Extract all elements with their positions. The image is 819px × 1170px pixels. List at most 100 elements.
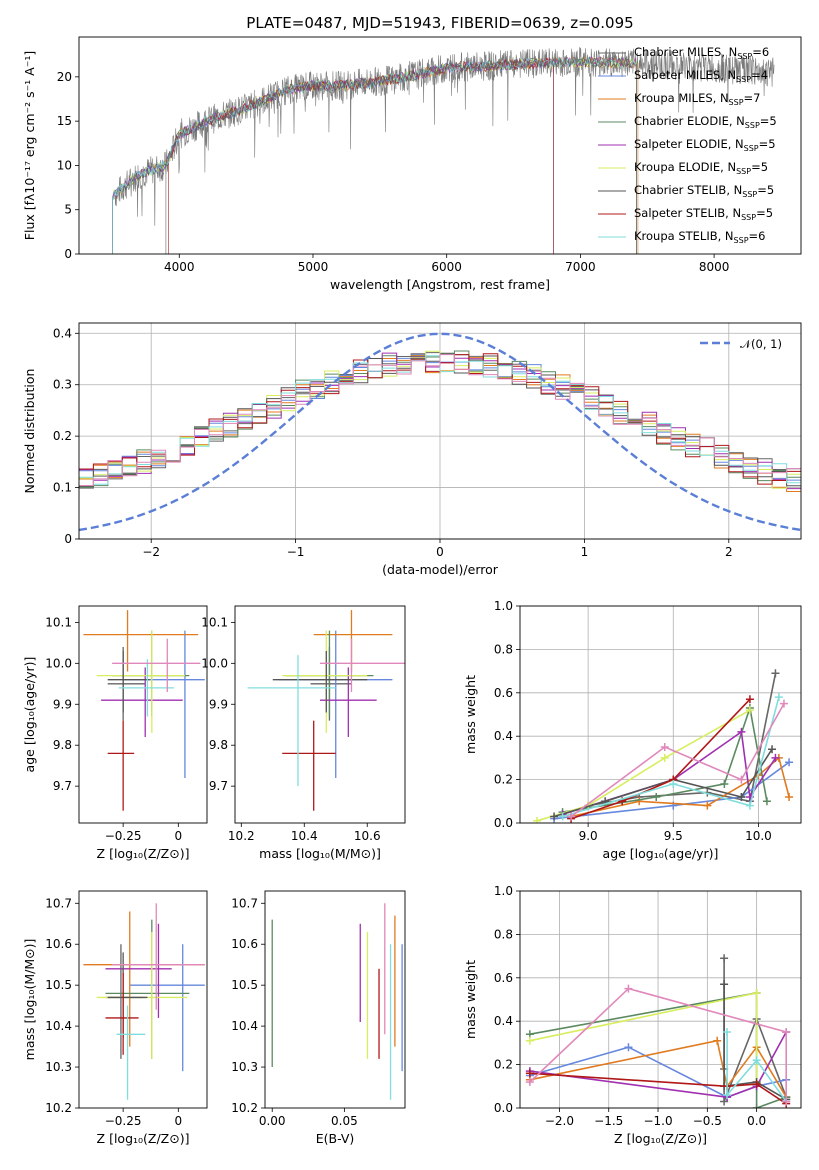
mass-vs-ebv-panel: 0.00 0.05 10.2 10.3 10.4 10.5 10.6 10.7 E(B-V)	[231, 890, 406, 1146]
legend-label: Kroupa ELODIE, NSSP=5	[634, 160, 768, 176]
axes-frame	[519, 890, 802, 1109]
series-point-marker	[720, 954, 729, 963]
x-tick-label: 10.6	[354, 829, 381, 843]
x-tick-label: −1	[287, 545, 305, 559]
series-point-marker	[779, 699, 788, 708]
series-point-marker	[752, 1104, 761, 1108]
series-point-marker	[737, 727, 746, 736]
series-point-marker	[660, 743, 669, 752]
series-point-marker	[752, 988, 761, 997]
legend-label: Salpeter MILES, NSSP=4	[634, 68, 768, 84]
y-tick-label: 0.4	[494, 1014, 513, 1028]
y-axis-label: mass [log₁₀(M/M⊙)]	[22, 939, 37, 1061]
series-point-marker	[752, 1056, 761, 1065]
x-tick-label: 7000	[565, 260, 596, 274]
series-line	[554, 761, 790, 820]
histogram-legend: 𝒩(0, 1)	[700, 337, 782, 351]
series-point-marker	[550, 812, 559, 821]
y-tick-label: 10.2	[231, 1101, 258, 1115]
histogram-bars	[79, 332, 801, 532]
y-tick-label: 10.6	[45, 937, 72, 951]
y-axis-label: Flux [fλ10⁻¹⁷ erg cm⁻² s⁻¹ A⁻¹]	[22, 51, 37, 240]
y-tick-label: 15	[57, 114, 72, 128]
y-tick-label: 0.8	[494, 642, 513, 656]
axes-frame	[78, 890, 208, 1109]
y-tick-label: 9.9	[53, 697, 72, 711]
series-point-marker	[669, 779, 678, 788]
y-tick-label: 10.5	[45, 978, 72, 992]
series-point-marker	[624, 984, 633, 993]
series-line	[562, 696, 780, 818]
age-vs-metallicity-panel: −0.25 0 9.7 9.8 9.9 10.0 10.1 Z [log₁₀(Z/Z⊙)] ag…	[22, 605, 208, 861]
series-line	[570, 756, 790, 818]
x-axis-label: Z [log₁₀(Z/Z⊙)]	[614, 1131, 707, 1146]
x-tick-label: 6000	[431, 260, 462, 274]
x-tick-label: 9.5	[664, 829, 683, 843]
legend-label: Kroupa STELIB, NSSP=6	[634, 229, 765, 245]
series-point-marker	[567, 812, 576, 821]
series-point-marker	[745, 695, 754, 704]
x-tick-label: 0	[174, 829, 182, 843]
x-axis-label: Z [log₁₀(Z/Z⊙)]	[97, 846, 190, 861]
series-line	[726, 1032, 787, 1102]
errorbars	[271, 903, 403, 1100]
series-point-marker	[635, 797, 644, 806]
y-tick-label: 10.3	[231, 1060, 258, 1074]
spectrum-legend: Chabrier MILES, NSSP=6 Salpeter MILES, NS…	[598, 45, 777, 245]
errorbars	[83, 610, 205, 811]
series-line	[570, 698, 751, 820]
axes-frame	[264, 890, 406, 1109]
x-tick-label: 0	[174, 1114, 182, 1128]
series-point-marker	[720, 980, 729, 989]
series-point-marker	[525, 1069, 534, 1078]
axes-frame	[78, 36, 802, 255]
series-lines	[525, 954, 791, 1108]
y-tick-label: 0	[64, 532, 72, 546]
y-tick-label: 9.8	[209, 738, 228, 752]
errorbars	[247, 610, 405, 811]
y-tick-label: 10.1	[201, 615, 228, 629]
x-axis-label: age [log₁₀(age/yr)]	[603, 846, 719, 861]
y-tick-label: 20	[57, 70, 72, 84]
x-tick-label: 9.0	[579, 829, 598, 843]
x-axis-label: E(B-V)	[316, 1131, 355, 1146]
series-point-marker	[525, 1077, 534, 1086]
series-point-marker	[720, 1097, 729, 1106]
series-point-marker	[737, 792, 746, 801]
y-tick-label: 10.5	[231, 978, 258, 992]
y-tick-label: 10.7	[45, 896, 72, 910]
y-tick-label: 10.4	[45, 1019, 72, 1033]
series-point-marker	[774, 693, 783, 702]
series-point-marker	[652, 792, 661, 801]
figure-title: PLATE=0487, MJD=51943, FIBERID=0639, z=0…	[246, 14, 633, 32]
x-tick-label: −0.5	[693, 1114, 722, 1128]
y-axis-label: age [log₁₀(age/yr)]	[22, 657, 37, 773]
x-tick-label: 2	[725, 545, 733, 559]
x-tick-label: −1.0	[643, 1114, 672, 1128]
x-tick-label: 0.00	[259, 1114, 286, 1128]
legend-label: Chabrier MILES, NSSP=6	[634, 45, 769, 61]
series-point-marker	[660, 753, 669, 762]
spectrum-panel: 4000 5000 6000 7000 8000 0 5 10 15 20 wavelength […	[22, 36, 802, 292]
y-tick-label: 0.6	[494, 971, 513, 985]
y-tick-label: 0.6	[494, 686, 513, 700]
mass-weight-vs-metallicity-panel: −2.0 −1.5 −1.0 −0.5 0.0 0.0 0.2 0.4 0.6 0.8 1.0 Z […	[463, 884, 802, 1146]
spectrum-lines	[112, 47, 775, 254]
series-point-marker	[720, 779, 729, 788]
legend-label: Chabrier ELODIE, NSSP=5	[634, 114, 777, 130]
y-tick-label: 5	[64, 203, 72, 217]
series-point-marker	[771, 753, 780, 762]
x-tick-label: 0.0	[747, 1114, 766, 1128]
histogram-step-line	[79, 354, 801, 486]
series-point-marker	[785, 792, 794, 801]
x-tick-label: 10.0	[745, 829, 772, 843]
series-point-marker	[533, 816, 542, 823]
series-point-marker	[752, 1080, 761, 1089]
legend-label: Kroupa MILES, NSSP=7	[634, 91, 760, 107]
y-tick-label: 1.0	[494, 884, 513, 898]
y-tick-label: 10	[57, 158, 72, 172]
model-spectrum-line	[112, 56, 637, 254]
series-point-marker	[713, 1036, 722, 1045]
x-tick-label: 10.2	[228, 829, 255, 843]
